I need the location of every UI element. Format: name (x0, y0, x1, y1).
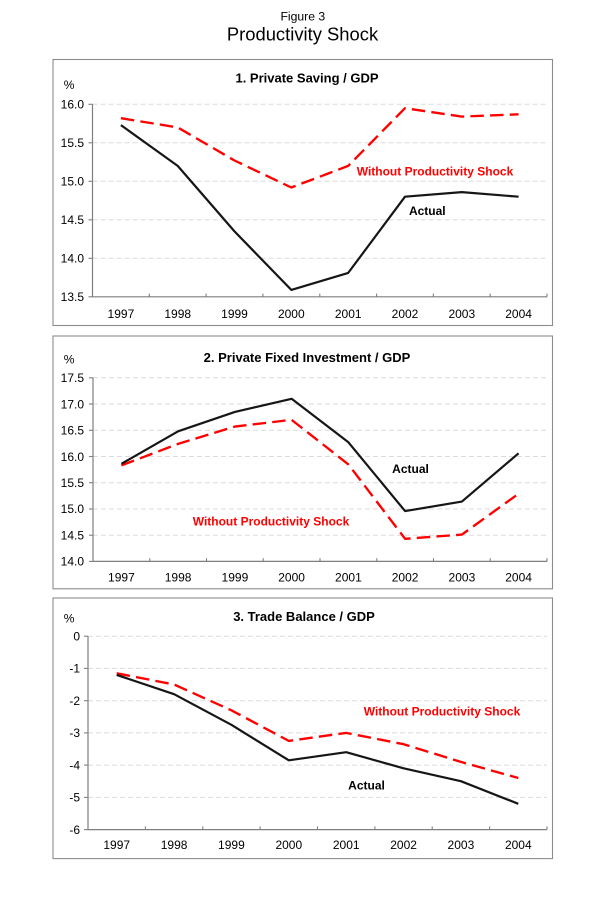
svg-text:-6: -6 (69, 823, 80, 837)
svg-text:14.0: 14.0 (61, 555, 85, 569)
svg-text:%: % (64, 78, 75, 92)
svg-text:Without Productivity Shock: Without Productivity Shock (193, 515, 350, 529)
svg-text:13.5: 13.5 (61, 290, 85, 304)
svg-text:15.0: 15.0 (61, 175, 85, 189)
svg-text:-5: -5 (69, 791, 80, 805)
svg-text:1998: 1998 (165, 570, 192, 584)
svg-text:14.5: 14.5 (61, 529, 85, 543)
svg-text:2002: 2002 (390, 838, 417, 852)
svg-text:1997: 1997 (108, 570, 135, 584)
svg-text:1999: 1999 (218, 838, 245, 852)
svg-text:Actual: Actual (348, 779, 385, 793)
svg-text:Actual: Actual (409, 204, 446, 218)
svg-text:Productivity Shock: Productivity Shock (227, 24, 379, 45)
svg-text:3. Trade Balance / GDP: 3. Trade Balance / GDP (233, 609, 375, 624)
svg-text:Without Productivity Shock: Without Productivity Shock (364, 705, 521, 719)
svg-text:-4: -4 (69, 758, 80, 772)
svg-text:1998: 1998 (161, 838, 188, 852)
svg-text:14.5: 14.5 (61, 213, 85, 227)
svg-text:2001: 2001 (333, 838, 360, 852)
svg-text:%: % (64, 612, 75, 626)
svg-text:1999: 1999 (221, 307, 248, 321)
svg-text:2001: 2001 (335, 570, 362, 584)
svg-text:Actual: Actual (392, 462, 429, 476)
svg-text:2000: 2000 (275, 838, 302, 852)
svg-text:14.0: 14.0 (61, 252, 85, 266)
svg-text:1997: 1997 (103, 838, 130, 852)
svg-text:-3: -3 (69, 726, 80, 740)
svg-text:1998: 1998 (164, 307, 191, 321)
svg-text:2002: 2002 (392, 307, 419, 321)
svg-text:2003: 2003 (449, 570, 476, 584)
svg-text:-1: -1 (69, 662, 80, 676)
svg-text:2. Private Fixed Investment /: 2. Private Fixed Investment / GDP (204, 350, 411, 365)
svg-text:1. Private Saving / GDP: 1. Private Saving / GDP (235, 71, 378, 86)
svg-text:2004: 2004 (505, 570, 532, 584)
svg-text:-2: -2 (69, 694, 80, 708)
svg-text:2003: 2003 (448, 838, 475, 852)
svg-text:1999: 1999 (222, 570, 249, 584)
svg-text:2004: 2004 (505, 838, 532, 852)
svg-text:16.0: 16.0 (61, 98, 85, 112)
svg-text:Without Productivity Shock: Without Productivity Shock (357, 165, 514, 179)
svg-text:2003: 2003 (448, 307, 475, 321)
svg-text:15.5: 15.5 (61, 476, 85, 490)
svg-text:15.0: 15.0 (61, 502, 85, 516)
svg-text:2004: 2004 (505, 307, 532, 321)
svg-text:1997: 1997 (108, 307, 135, 321)
svg-text:2001: 2001 (335, 307, 362, 321)
svg-text:Figure 3: Figure 3 (280, 10, 325, 24)
svg-text:2000: 2000 (278, 307, 305, 321)
svg-text:0: 0 (73, 630, 80, 644)
svg-text:17.5: 17.5 (61, 371, 85, 385)
svg-text:16.5: 16.5 (61, 424, 85, 438)
svg-text:2000: 2000 (278, 570, 305, 584)
svg-text:16.0: 16.0 (61, 450, 85, 464)
svg-text:%: % (64, 353, 75, 367)
svg-text:2002: 2002 (392, 570, 419, 584)
svg-text:15.5: 15.5 (61, 136, 85, 150)
svg-text:17.0: 17.0 (61, 397, 85, 411)
